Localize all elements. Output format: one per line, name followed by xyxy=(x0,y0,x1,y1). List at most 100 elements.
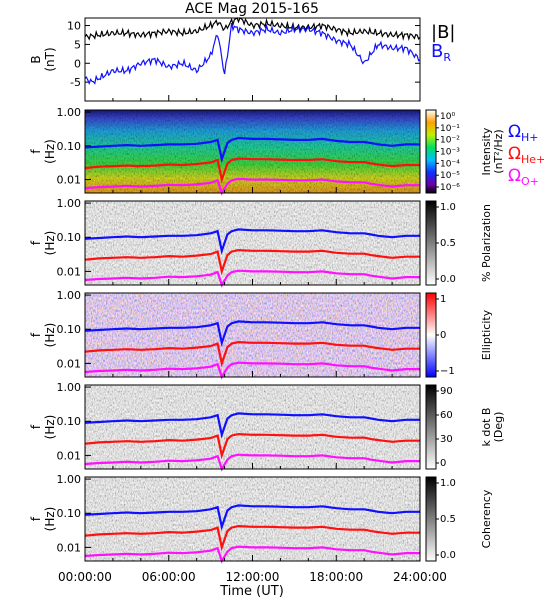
panel-4: 1.00 0.10 0.01 1 0 −1 Ellipticity f (Hz) xyxy=(29,289,493,380)
panel-2: 1.00 0.10 0.01 10⁰ 10⁻¹ 10⁻² 10⁻³10⁻⁴ 10⁻⁵ 10⁻⁶ I… xyxy=(29,106,505,196)
colorbar xyxy=(425,200,437,286)
y-tick-label: 0.01 xyxy=(57,174,82,187)
colorbar-tick-label: 0.0 xyxy=(440,274,456,285)
y-tick-label: 0.10 xyxy=(57,507,82,520)
gyro-curve-He-plus xyxy=(84,432,420,460)
y-tick-label: 0.01 xyxy=(57,449,82,462)
y-tick-label: 0.10 xyxy=(57,231,82,244)
gyro-curve-O-plus xyxy=(84,453,420,472)
colorbar-tick-label: 0 xyxy=(440,330,446,341)
colorbar-tick-label: 10⁻⁴ xyxy=(440,159,460,169)
legend-radial-b-main: B xyxy=(431,41,443,62)
y-axis-label: f xyxy=(29,424,43,429)
y-axis-label: f xyxy=(29,240,43,245)
x-tick-label: 06:00:00 xyxy=(142,570,196,584)
gyro-legend-entry: ΩH+ xyxy=(508,122,539,144)
legend-radial-b-sub: R xyxy=(443,51,451,64)
series-line-total-b xyxy=(84,17,421,42)
colorbar xyxy=(425,292,437,378)
colorbar-label: Coherency xyxy=(480,489,493,548)
y-axis-label-units: (Hz) xyxy=(43,507,57,532)
y-axis-label: f xyxy=(29,332,43,337)
gyro-curve-He-plus xyxy=(84,248,420,276)
y-tick-label: 1.00 xyxy=(57,106,82,119)
colorbar-label-units: (nT²/Hz) xyxy=(492,129,505,173)
gyro-curve-H-plus xyxy=(84,136,420,164)
gyro-curve-He-plus xyxy=(84,524,420,552)
gyro-curve-O-plus xyxy=(84,177,420,196)
y-tick-label: 0.10 xyxy=(57,140,82,153)
y-tick-label: 1.00 xyxy=(57,289,82,302)
colorbar-tick-label: 1.0 xyxy=(440,202,456,213)
colorbar-tick-label: 60 xyxy=(440,410,453,421)
y-axis-label: B xyxy=(29,55,43,63)
y-tick-label: 1.00 xyxy=(57,473,82,486)
colorbar-tick-label: 10⁻² xyxy=(440,136,460,146)
gyro-legend-entry: ΩO+ xyxy=(508,166,539,188)
gyro-curve-He-plus xyxy=(84,157,420,184)
gyro-curve-H-plus xyxy=(84,412,420,439)
gyro-legend: ΩH+ΩHe+ΩO+ xyxy=(508,122,545,188)
y-tick-label: 0.10 xyxy=(57,323,82,336)
y-axis-label-units: (Hz) xyxy=(43,231,57,256)
gyro-legend-symbol: Ω xyxy=(508,144,521,164)
x-tick-label: 18:00:00 xyxy=(309,570,363,584)
gyro-legend-symbol: Ω xyxy=(508,122,521,142)
colorbar-tick-label: 0.5 xyxy=(440,238,456,249)
y-tick-label: -5 xyxy=(70,76,81,89)
y-axis-label-units: (Hz) xyxy=(43,323,57,348)
gyro-curve-He-plus xyxy=(84,340,420,368)
y-tick-label: 5 xyxy=(74,38,81,51)
y-tick-label: 0.01 xyxy=(57,357,82,370)
gyro-curve-H-plus xyxy=(84,228,420,255)
y-tick-label: 0.10 xyxy=(57,415,82,428)
gyro-curve-H-plus xyxy=(84,320,420,347)
y-tick-label: 0 xyxy=(74,57,81,70)
x-tick-label: 24:00:00 xyxy=(393,570,447,584)
gyro-legend-subscript: O+ xyxy=(521,175,539,188)
colorbar-tick-label: 90 xyxy=(440,386,453,397)
legend-radial-b: BR xyxy=(431,41,451,64)
colorbar-tick-label: 10⁰ xyxy=(440,112,455,122)
y-axis-label-units: (Hz) xyxy=(43,415,57,440)
colorbar xyxy=(425,384,437,470)
y-axis-label-units: (Hz) xyxy=(43,139,57,164)
panel-6: 1.00 0.10 0.01 1.0 0.5 0.0 Coherency f (Hz) xyxy=(29,473,493,564)
x-axis-label: Time (UT) xyxy=(219,584,284,599)
gyro-legend-subscript: H+ xyxy=(521,131,539,144)
colorbar-label: Intensity xyxy=(480,127,493,175)
gyro-curve-O-plus xyxy=(84,269,420,288)
y-axis-label: f xyxy=(29,149,43,154)
y-axis-label-units: (nT) xyxy=(43,47,57,71)
y-tick-label: 0.01 xyxy=(57,265,82,278)
b-legend: |B| BR xyxy=(431,22,455,64)
colorbar-tick-label: −1 xyxy=(440,366,455,377)
chart-title: ACE Mag 2015-165 xyxy=(185,1,319,17)
gyro-curve-H-plus xyxy=(84,504,420,531)
x-axis-ticks: 00:00:00 06:00:00 12:00:00 18:00:00 24:00:00 xyxy=(58,570,447,584)
colorbar-label: k dot B xyxy=(480,408,493,447)
x-tick-label: 12:00:00 xyxy=(226,570,280,584)
y-tick-label: 1.00 xyxy=(57,197,82,210)
panel-5: 1.00 0.10 0.01 90 60 30 0 k dot B (Deg) f (Hz) xyxy=(29,381,505,472)
colorbar-tick-label: 0.5 xyxy=(440,514,456,525)
colorbar-tick-label: 10⁻⁵ xyxy=(440,171,460,181)
y-tick-label: 1.00 xyxy=(57,381,82,394)
gyro-curve-O-plus xyxy=(84,545,420,564)
colorbar-tick-label: 0 xyxy=(440,458,446,469)
colorbar-tick-label: 1 xyxy=(440,294,446,305)
gyro-legend-entry: ΩHe+ xyxy=(508,144,545,166)
y-tick-label: 10 xyxy=(67,20,81,33)
gyro-legend-symbol: Ω xyxy=(508,166,521,186)
colorbar-tick-label: 30 xyxy=(440,434,453,445)
colorbar-tick-label: 10⁻¹ xyxy=(440,124,460,134)
colorbar xyxy=(425,476,437,562)
gyro-curve-O-plus xyxy=(84,361,420,380)
y-axis-label: f xyxy=(29,516,43,521)
colorbar-tick-label: 1.0 xyxy=(440,478,456,489)
colorbar-label-units: (Deg) xyxy=(492,412,505,443)
y-tick-label: 0.01 xyxy=(57,541,82,554)
colorbar-label: % Polarization xyxy=(480,204,493,282)
gyro-legend-subscript: He+ xyxy=(521,153,545,166)
